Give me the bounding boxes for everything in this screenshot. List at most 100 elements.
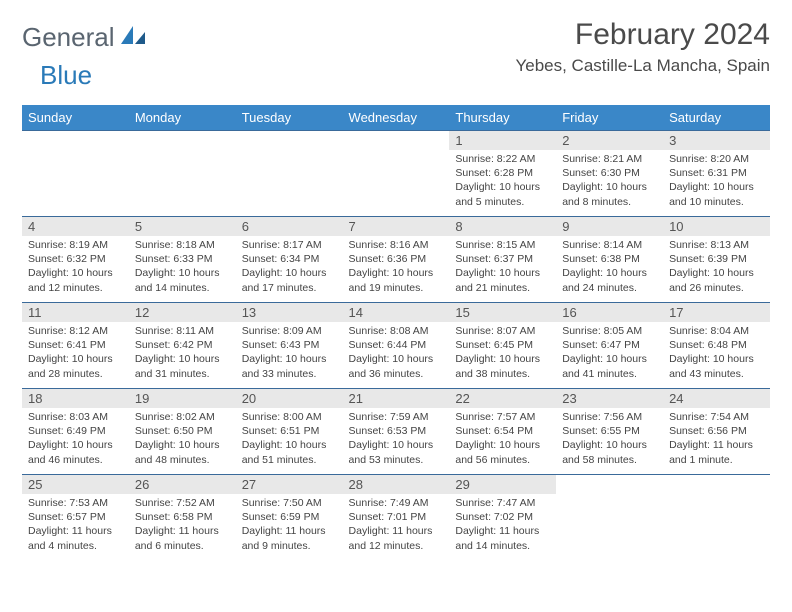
sunrise-text: Sunrise: 8:02 AM — [135, 410, 230, 424]
weekday-header: Thursday — [449, 105, 556, 131]
calendar-empty-cell — [236, 131, 343, 217]
calendar-empty-cell — [556, 475, 663, 561]
calendar-week-row: 18Sunrise: 8:03 AMSunset: 6:49 PMDayligh… — [22, 389, 770, 475]
sunrise-text: Sunrise: 8:12 AM — [28, 324, 123, 338]
daylight-text: Daylight: 10 hours and 36 minutes. — [349, 352, 444, 380]
calendar-day-cell: 27Sunrise: 7:50 AMSunset: 6:59 PMDayligh… — [236, 475, 343, 561]
sunset-text: Sunset: 6:51 PM — [242, 424, 337, 438]
calendar-day-cell: 18Sunrise: 8:03 AMSunset: 6:49 PMDayligh… — [22, 389, 129, 475]
daylight-text: Daylight: 10 hours and 26 minutes. — [669, 266, 764, 294]
day-details: Sunrise: 7:52 AMSunset: 6:58 PMDaylight:… — [129, 494, 236, 557]
day-details: Sunrise: 8:04 AMSunset: 6:48 PMDaylight:… — [663, 322, 770, 385]
day-number: 24 — [663, 389, 770, 408]
calendar-week-row: 1Sunrise: 8:22 AMSunset: 6:28 PMDaylight… — [22, 131, 770, 217]
calendar-day-cell: 24 Sunrise: 7:54 AMSunset: 6:56 PMDayligh… — [663, 389, 770, 475]
day-number: 25 — [22, 475, 129, 494]
calendar-day-cell: 1Sunrise: 8:22 AMSunset: 6:28 PMDaylight… — [449, 131, 556, 217]
daylight-text: Daylight: 11 hours and 1 minute. — [669, 438, 764, 466]
logo: General — [22, 22, 147, 53]
location: Yebes, Castille-La Mancha, Spain — [515, 56, 770, 76]
daylight-text: Daylight: 11 hours and 9 minutes. — [242, 524, 337, 552]
month-title: February 2024 — [515, 18, 770, 52]
day-details: Sunrise: 8:20 AMSunset: 6:31 PMDaylight:… — [663, 150, 770, 213]
day-details: Sunrise: 8:13 AMSunset: 6:39 PMDaylight:… — [663, 236, 770, 299]
calendar-day-cell: 21Sunrise: 7:59 AMSunset: 6:53 PMDayligh… — [343, 389, 450, 475]
daylight-text: Daylight: 10 hours and 24 minutes. — [562, 266, 657, 294]
daylight-text: Daylight: 10 hours and 38 minutes. — [455, 352, 550, 380]
calendar-day-cell: 14Sunrise: 8:08 AMSunset: 6:44 PMDayligh… — [343, 303, 450, 389]
sunset-text: Sunset: 6:36 PM — [349, 252, 444, 266]
sunset-text: Sunset: 6:48 PM — [669, 338, 764, 352]
sunset-text: Sunset: 6:45 PM — [455, 338, 550, 352]
day-number: 3 — [663, 131, 770, 150]
day-details: Sunrise: 7:49 AMSunset: 7:01 PMDaylight:… — [343, 494, 450, 557]
calendar-day-cell: 23Sunrise: 7:56 AMSunset: 6:55 PMDayligh… — [556, 389, 663, 475]
logo-word1: General — [22, 22, 115, 53]
daylight-text: Daylight: 10 hours and 10 minutes. — [669, 180, 764, 208]
day-details: Sunrise: 8:02 AMSunset: 6:50 PMDaylight:… — [129, 408, 236, 471]
day-details: Sunrise: 8:03 AMSunset: 6:49 PMDaylight:… — [22, 408, 129, 471]
sunrise-text: Sunrise: 7:54 AM — [669, 410, 764, 424]
day-details: Sunrise: 8:21 AMSunset: 6:30 PMDaylight:… — [556, 150, 663, 213]
sunrise-text: Sunrise: 8:03 AM — [28, 410, 123, 424]
sunrise-text: Sunrise: 8:14 AM — [562, 238, 657, 252]
sunrise-text: Sunrise: 7:50 AM — [242, 496, 337, 510]
day-number: 14 — [343, 303, 450, 322]
day-number: 29 — [449, 475, 556, 494]
calendar-day-cell: 29Sunrise: 7:47 AMSunset: 7:02 PMDayligh… — [449, 475, 556, 561]
calendar-day-cell: 2Sunrise: 8:21 AMSunset: 6:30 PMDaylight… — [556, 131, 663, 217]
sunset-text: Sunset: 6:28 PM — [455, 166, 550, 180]
day-details: Sunrise: 8:09 AMSunset: 6:43 PMDaylight:… — [236, 322, 343, 385]
day-number: 20 — [236, 389, 343, 408]
day-details: Sunrise: 8:14 AMSunset: 6:38 PMDaylight:… — [556, 236, 663, 299]
day-details: Sunrise: 7:53 AMSunset: 6:57 PMDaylight:… — [22, 494, 129, 557]
sunrise-text: Sunrise: 8:05 AM — [562, 324, 657, 338]
day-number: 17 — [663, 303, 770, 322]
daylight-text: Daylight: 11 hours and 14 minutes. — [455, 524, 550, 552]
calendar-day-cell: 19Sunrise: 8:02 AMSunset: 6:50 PMDayligh… — [129, 389, 236, 475]
calendar-week-row: 25Sunrise: 7:53 AMSunset: 6:57 PMDayligh… — [22, 475, 770, 561]
day-details: Sunrise: 8:08 AMSunset: 6:44 PMDaylight:… — [343, 322, 450, 385]
daylight-text: Daylight: 10 hours and 58 minutes. — [562, 438, 657, 466]
title-block: February 2024 Yebes, Castille-La Mancha,… — [515, 18, 770, 76]
sunset-text: Sunset: 6:32 PM — [28, 252, 123, 266]
sunrise-text: Sunrise: 8:21 AM — [562, 152, 657, 166]
daylight-text: Daylight: 10 hours and 19 minutes. — [349, 266, 444, 294]
sunrise-text: Sunrise: 8:17 AM — [242, 238, 337, 252]
daylight-text: Daylight: 10 hours and 31 minutes. — [135, 352, 230, 380]
day-details: Sunrise: 8:22 AMSunset: 6:28 PMDaylight:… — [449, 150, 556, 213]
day-details: Sunrise: 8:12 AMSunset: 6:41 PMDaylight:… — [22, 322, 129, 385]
calendar-day-cell: 9Sunrise: 8:14 AMSunset: 6:38 PMDaylight… — [556, 217, 663, 303]
calendar-empty-cell — [343, 131, 450, 217]
sunset-text: Sunset: 6:43 PM — [242, 338, 337, 352]
sunset-text: Sunset: 6:56 PM — [669, 424, 764, 438]
sunrise-text: Sunrise: 8:19 AM — [28, 238, 123, 252]
sunset-text: Sunset: 6:54 PM — [455, 424, 550, 438]
day-number: 4 — [22, 217, 129, 236]
day-number: 15 — [449, 303, 556, 322]
day-number: 16 — [556, 303, 663, 322]
weekday-header: Monday — [129, 105, 236, 131]
calendar-day-cell: 20Sunrise: 8:00 AMSunset: 6:51 PMDayligh… — [236, 389, 343, 475]
day-number: 21 — [343, 389, 450, 408]
day-details: Sunrise: 8:19 AMSunset: 6:32 PMDaylight:… — [22, 236, 129, 299]
sunset-text: Sunset: 6:31 PM — [669, 166, 764, 180]
daylight-text: Daylight: 10 hours and 17 minutes. — [242, 266, 337, 294]
sunset-text: Sunset: 6:50 PM — [135, 424, 230, 438]
weekday-header: Wednesday — [343, 105, 450, 131]
day-number: 5 — [129, 217, 236, 236]
sunrise-text: Sunrise: 7:47 AM — [455, 496, 550, 510]
sunrise-text: Sunrise: 8:18 AM — [135, 238, 230, 252]
daylight-text: Daylight: 10 hours and 33 minutes. — [242, 352, 337, 380]
calendar-day-cell: 10Sunrise: 8:13 AMSunset: 6:39 PMDayligh… — [663, 217, 770, 303]
sunset-text: Sunset: 6:34 PM — [242, 252, 337, 266]
calendar-day-cell: 7Sunrise: 8:16 AMSunset: 6:36 PMDaylight… — [343, 217, 450, 303]
sunset-text: Sunset: 6:42 PM — [135, 338, 230, 352]
logo-sail-icon — [119, 24, 147, 46]
calendar-week-row: 4Sunrise: 8:19 AMSunset: 6:32 PMDaylight… — [22, 217, 770, 303]
day-number: 28 — [343, 475, 450, 494]
sunrise-text: Sunrise: 8:13 AM — [669, 238, 764, 252]
calendar-week-row: 11Sunrise: 8:12 AMSunset: 6:41 PMDayligh… — [22, 303, 770, 389]
sunset-text: Sunset: 7:01 PM — [349, 510, 444, 524]
calendar-day-cell: 17Sunrise: 8:04 AMSunset: 6:48 PMDayligh… — [663, 303, 770, 389]
